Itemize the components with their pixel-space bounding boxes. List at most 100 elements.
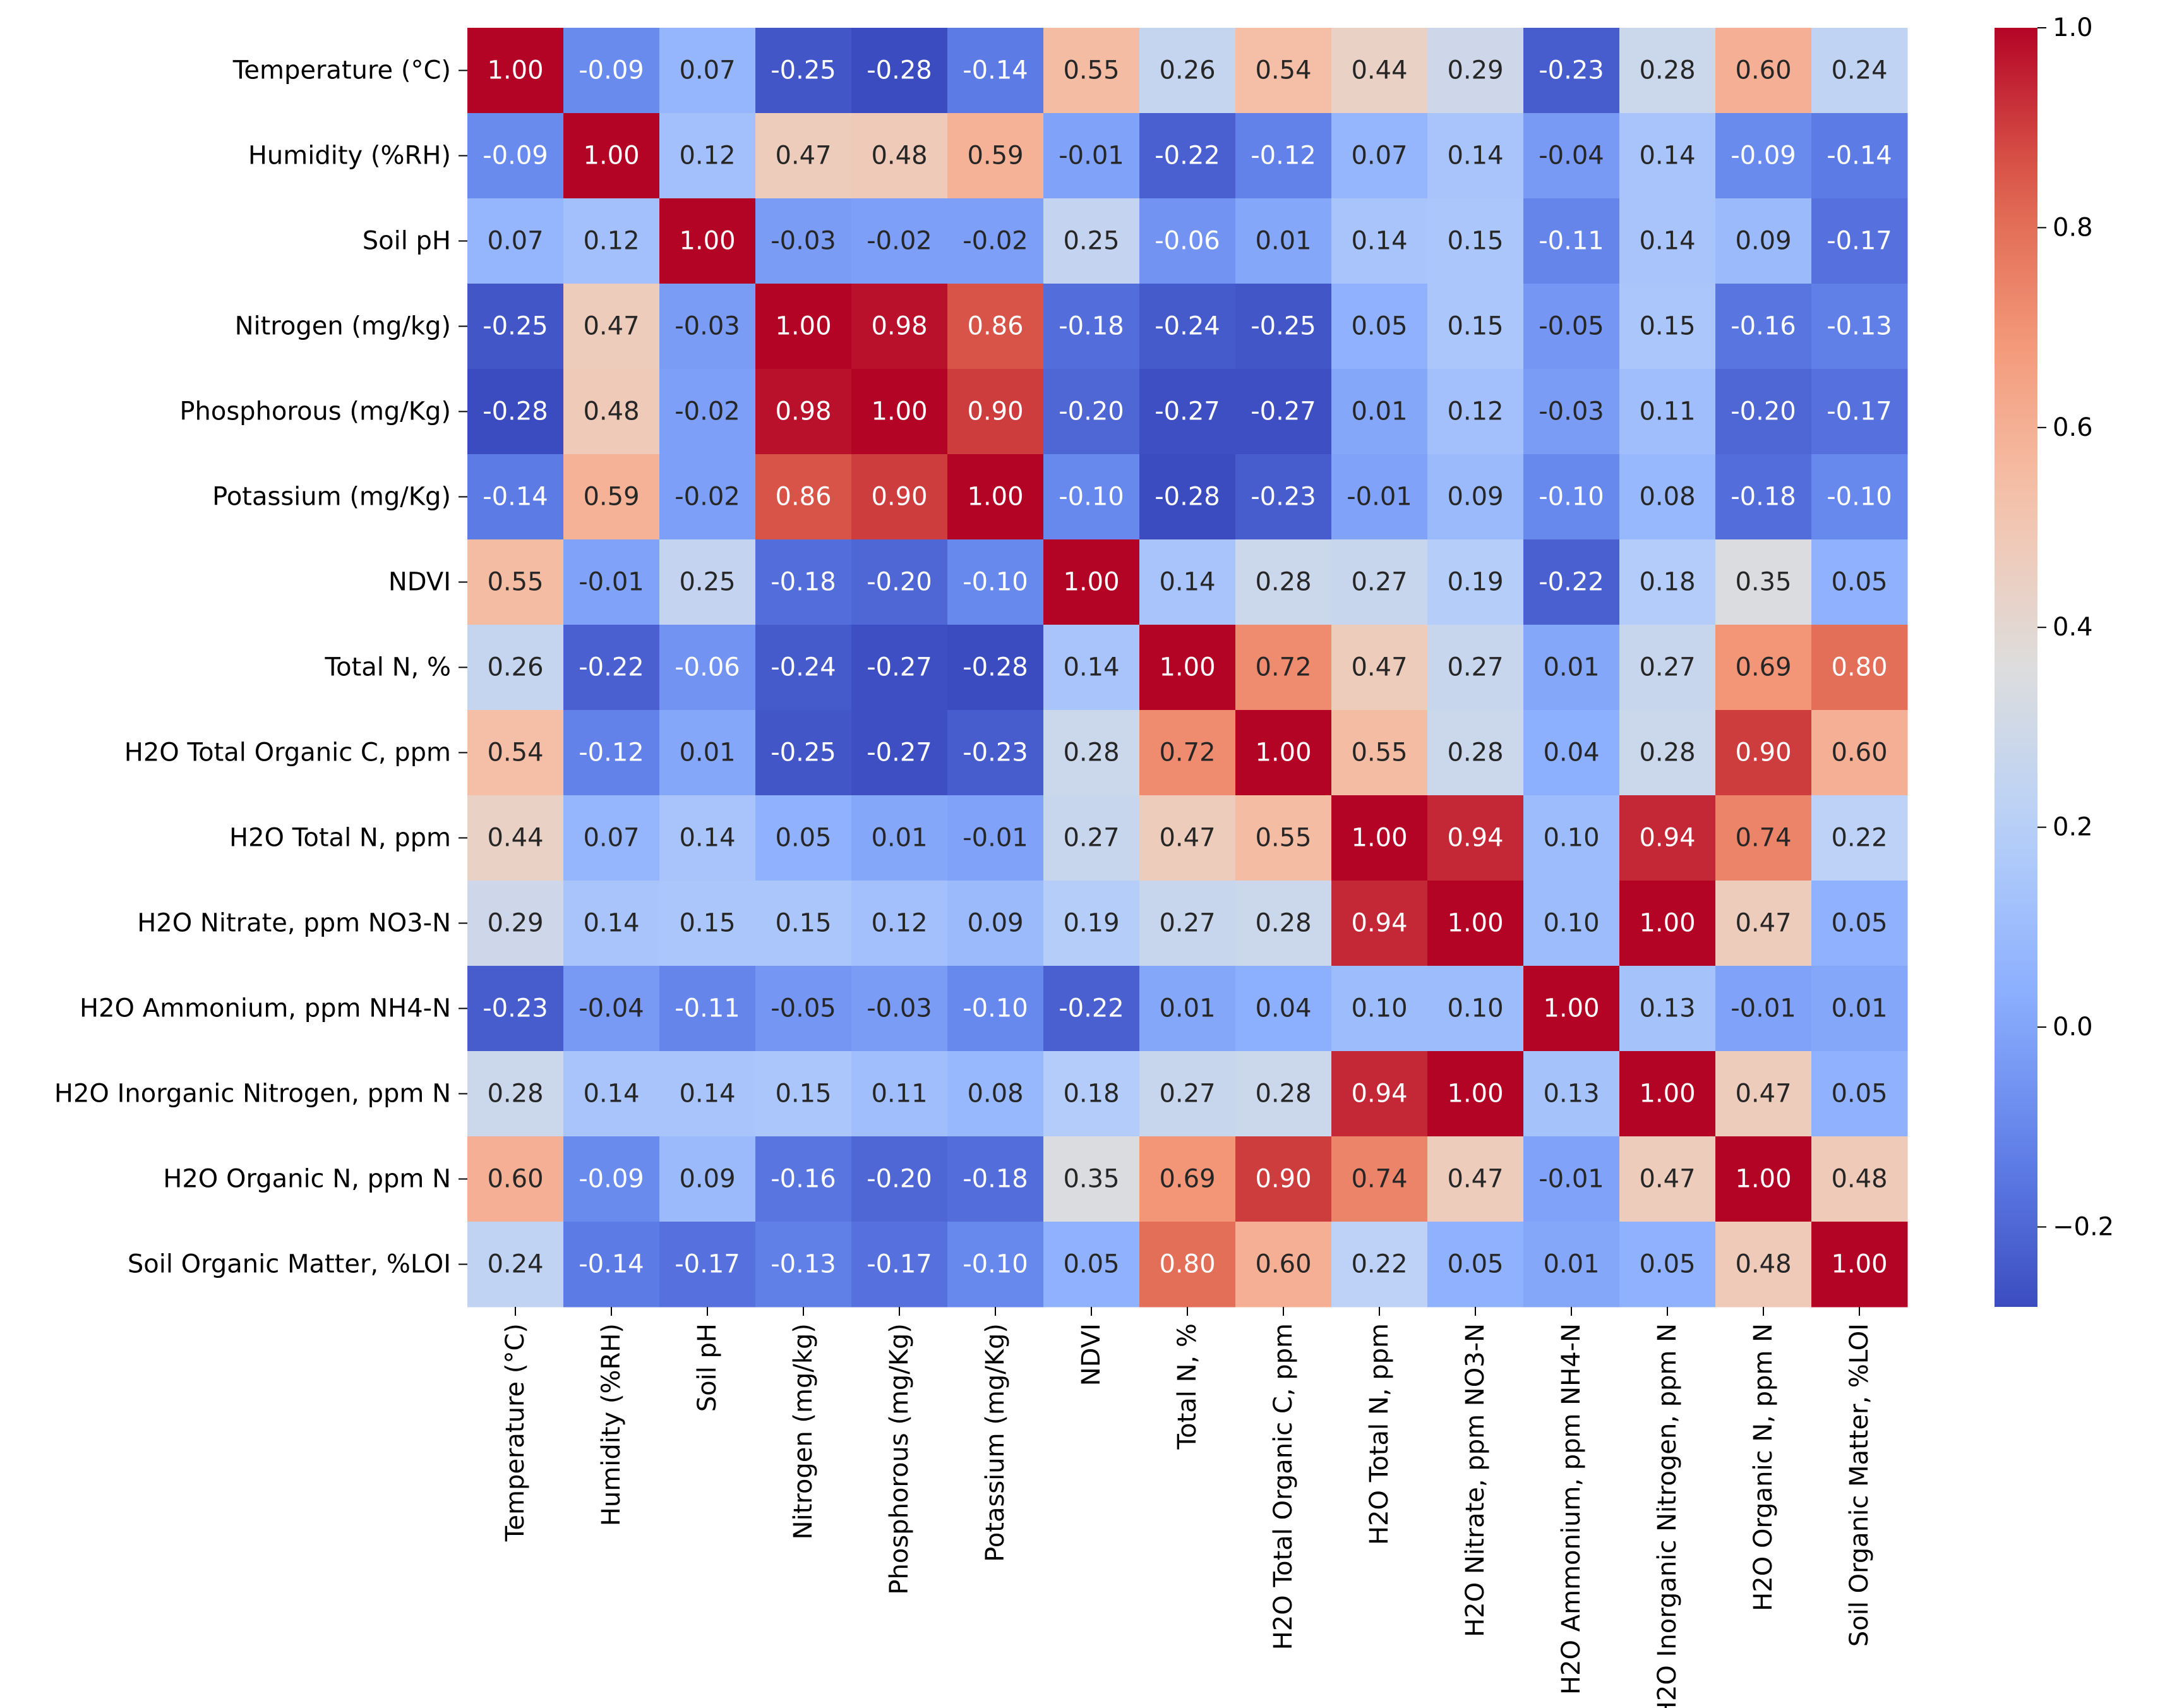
cell-value-label: 0.86 — [775, 483, 831, 512]
heatmap-cell — [1427, 625, 1524, 711]
heatmap-cell — [1811, 369, 1908, 455]
heatmap-cell — [851, 198, 948, 284]
heatmap-cell — [755, 881, 852, 966]
heatmap-cell — [1811, 284, 1908, 370]
heatmap-cell — [659, 539, 756, 625]
heatmap-cell — [563, 710, 660, 796]
cell-value-label: 0.15 — [679, 909, 735, 938]
heatmap-cell — [1139, 1051, 1236, 1137]
cell-value-label: 1.00 — [1831, 1250, 1887, 1279]
heatmap-cell — [1331, 881, 1428, 966]
cell-value-label: -0.23 — [963, 738, 1028, 767]
cell-value-label: 0.08 — [967, 1080, 1023, 1109]
heatmap-cell — [755, 795, 852, 881]
cell-value-label: 0.94 — [1351, 909, 1407, 938]
cell-value-label: 0.10 — [1543, 909, 1599, 938]
cell-value-label: 0.13 — [1639, 994, 1695, 1023]
heatmap-cell — [1139, 625, 1236, 711]
cell-value-label: 0.01 — [1543, 1250, 1599, 1279]
cell-value-label: 0.15 — [1447, 312, 1503, 341]
heatmap-cell — [1619, 1222, 1716, 1308]
heatmap-cell — [1619, 1136, 1716, 1222]
cell-value-label: 0.55 — [487, 568, 543, 597]
heatmap-cell — [947, 710, 1044, 796]
cell-value-label: -0.10 — [963, 994, 1028, 1023]
heatmap-cell — [755, 539, 852, 625]
cell-value-label: 0.05 — [1639, 1250, 1695, 1279]
heatmap-cell — [563, 113, 660, 199]
cell-value-label: -0.22 — [1059, 994, 1124, 1023]
heatmap-cell — [851, 28, 948, 114]
heatmap-cell — [1235, 710, 1332, 796]
cell-value-label: 0.54 — [1255, 56, 1311, 85]
cell-value-label: 0.07 — [583, 824, 639, 853]
heatmap-cell — [1043, 113, 1140, 199]
heatmap-cell — [947, 454, 1044, 540]
x-tick-label: Soil pH — [693, 1323, 722, 1412]
cell-value-label: 0.08 — [1639, 483, 1695, 512]
colorbar-gradient — [1995, 28, 2037, 1307]
cell-value-label: -0.12 — [1251, 141, 1316, 171]
heatmap-cell — [1619, 369, 1716, 455]
heatmap-cell — [659, 625, 756, 711]
cell-value-label: 0.15 — [1447, 227, 1503, 256]
heatmap-cell — [851, 966, 948, 1052]
heatmap-cell — [467, 454, 564, 540]
x-tick-label: H2O Inorganic Nitrogen, ppm N — [1653, 1323, 1682, 1708]
heatmap-cell — [851, 284, 948, 370]
cell-value-label: 0.14 — [1063, 653, 1119, 682]
heatmap-cell — [1811, 1222, 1908, 1308]
heatmap-cell — [1811, 795, 1908, 881]
cell-value-label: -0.18 — [963, 1165, 1028, 1194]
y-tick-label: Potassium (mg/Kg) — [212, 483, 451, 512]
cell-value-label: 0.90 — [1255, 1165, 1311, 1194]
heatmap-cell — [1811, 625, 1908, 711]
heatmap-cell — [1427, 881, 1524, 966]
cell-value-label: 0.01 — [1831, 994, 1887, 1023]
heatmap-cell — [467, 625, 564, 711]
cell-value-label: 0.55 — [1255, 824, 1311, 853]
heatmap-cell — [1331, 28, 1428, 114]
cell-value-label: -0.13 — [771, 1250, 836, 1279]
heatmap-cell — [1811, 1051, 1908, 1137]
cell-value-label: -0.17 — [675, 1250, 740, 1279]
cell-value-label: 0.26 — [1159, 56, 1215, 85]
cell-value-label: 0.28 — [1639, 738, 1695, 767]
heatmap-cell — [1619, 284, 1716, 370]
heatmap-cell — [1523, 1051, 1620, 1137]
cell-value-label: 0.60 — [1831, 738, 1887, 767]
heatmap-cell — [1427, 198, 1524, 284]
heatmap-cell — [1427, 113, 1524, 199]
heatmap-cell — [851, 1051, 948, 1137]
cell-value-label: -0.10 — [963, 1250, 1028, 1279]
heatmap-cell — [1811, 1136, 1908, 1222]
cell-value-label: 0.35 — [1735, 568, 1791, 597]
cell-value-label: 0.54 — [487, 738, 543, 767]
y-tick-label: H2O Nitrate, ppm NO3-N — [137, 909, 451, 938]
cell-value-label: -0.18 — [1731, 483, 1796, 512]
heatmap-cell — [467, 795, 564, 881]
cell-value-label: -0.09 — [483, 141, 548, 171]
cell-value-label: 0.24 — [487, 1250, 543, 1279]
cell-value-label: -0.20 — [867, 1165, 932, 1194]
cell-value-label: 0.27 — [1159, 1080, 1215, 1109]
cell-value-label: 0.27 — [1351, 568, 1407, 597]
heatmap-cell — [659, 795, 756, 881]
cell-value-label: -0.03 — [1539, 397, 1604, 426]
cell-value-label: 0.28 — [1255, 909, 1311, 938]
heatmap-cell — [755, 28, 852, 114]
heatmap-cell — [1235, 454, 1332, 540]
heatmap-cell — [563, 1051, 660, 1137]
colorbar-tick-label: 0.0 — [2053, 1013, 2093, 1042]
cell-value-label: 0.05 — [1447, 1250, 1503, 1279]
cell-value-label: -0.20 — [1731, 397, 1796, 426]
cell-value-label: -0.28 — [1155, 483, 1220, 512]
heatmap-cell — [1235, 369, 1332, 455]
heatmap-cell — [467, 113, 564, 199]
x-tick-label: Humidity (%RH) — [597, 1323, 626, 1526]
heatmap-cell — [1715, 28, 1812, 114]
cell-value-label: 0.98 — [775, 397, 831, 426]
heatmap-cell — [1619, 710, 1716, 796]
cell-value-label: 0.94 — [1447, 824, 1503, 853]
